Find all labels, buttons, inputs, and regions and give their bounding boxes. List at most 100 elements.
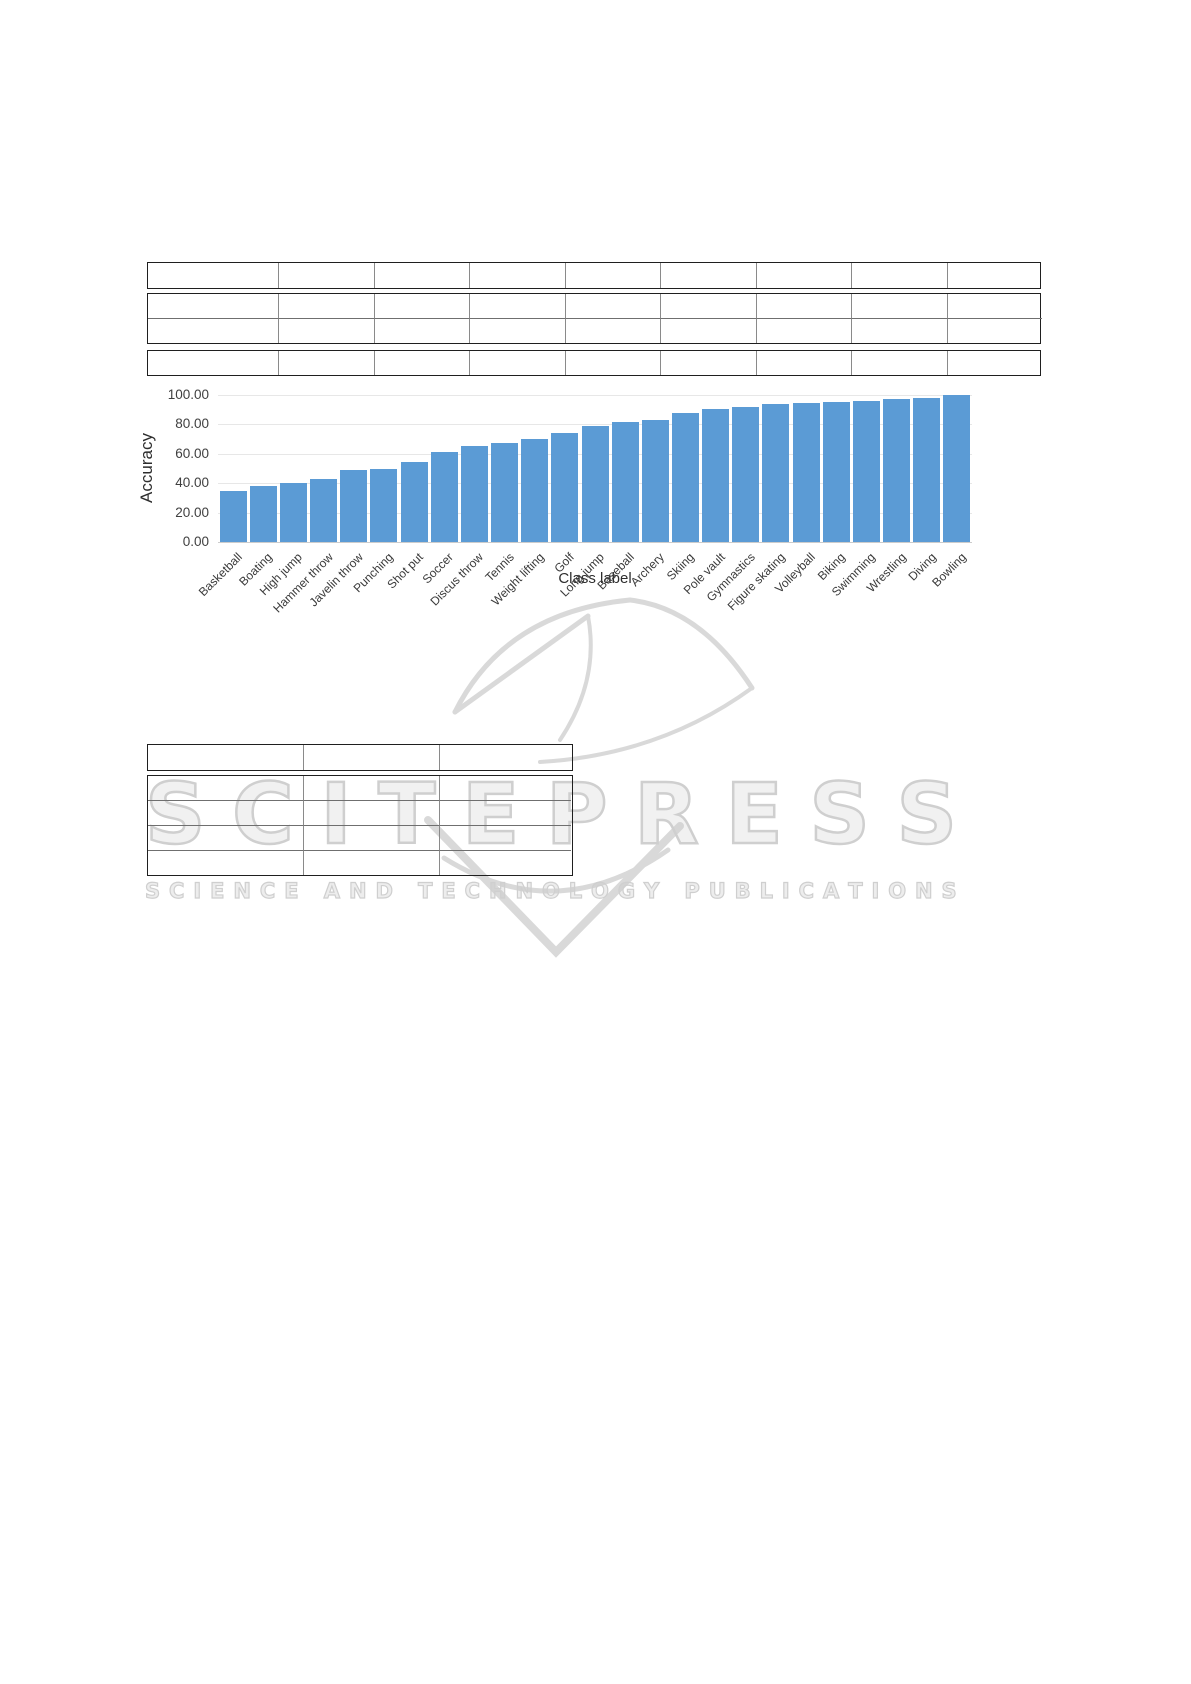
table-cell bbox=[373, 318, 469, 343]
table-cell bbox=[148, 825, 303, 850]
table-cell bbox=[564, 263, 661, 288]
table-cell bbox=[469, 318, 565, 343]
watermark-letter: D bbox=[375, 878, 394, 903]
watermark-letter: R bbox=[633, 765, 700, 863]
watermark-letter: E bbox=[724, 765, 784, 863]
table-cell bbox=[439, 800, 571, 825]
watermark-letter: H bbox=[488, 878, 507, 903]
bar bbox=[671, 413, 699, 542]
table-row bbox=[148, 318, 1042, 343]
y-tick-label: 20.00 bbox=[175, 504, 209, 520]
watermark-letter: I bbox=[781, 878, 790, 903]
watermark-letter: N bbox=[233, 878, 252, 903]
y-tick-label: 100.00 bbox=[167, 387, 209, 402]
watermark-letter: C bbox=[168, 878, 185, 903]
table-cell bbox=[148, 294, 278, 318]
table-cell bbox=[148, 318, 278, 343]
table-cell bbox=[755, 351, 852, 375]
table-cell bbox=[946, 263, 1043, 288]
watermark-letter: P bbox=[545, 765, 609, 863]
watermark-letter: S bbox=[808, 765, 871, 863]
watermark-letter: E bbox=[461, 765, 521, 863]
table-cell bbox=[755, 294, 852, 318]
watermark-letter: I bbox=[871, 878, 880, 903]
watermark-letter: C bbox=[259, 878, 276, 903]
watermark-letter: T bbox=[377, 765, 437, 863]
table-cell bbox=[373, 351, 470, 375]
y-axis-label: Accuracy bbox=[137, 433, 156, 503]
table-cell bbox=[148, 263, 278, 288]
table-cell bbox=[660, 294, 756, 318]
table-row bbox=[148, 800, 572, 825]
watermark-letter: C bbox=[798, 878, 815, 903]
table-cell bbox=[851, 351, 947, 375]
watermark-letter: C bbox=[464, 878, 481, 903]
watermark-letter: S bbox=[895, 765, 958, 863]
watermark-letter: E bbox=[284, 878, 300, 903]
watermark-letter: S bbox=[941, 878, 957, 903]
watermark-letter: L bbox=[759, 878, 774, 903]
bar bbox=[521, 439, 549, 542]
table-cell bbox=[303, 825, 439, 850]
bar bbox=[822, 402, 850, 542]
bar bbox=[551, 432, 579, 542]
bar bbox=[400, 462, 428, 542]
y-tick-label: 80.00 bbox=[175, 416, 209, 432]
table-cell bbox=[303, 850, 439, 875]
bar bbox=[581, 425, 609, 542]
bar bbox=[641, 420, 669, 542]
table-cell bbox=[946, 294, 1043, 318]
table-cell bbox=[303, 745, 439, 770]
bar bbox=[883, 398, 911, 542]
bar bbox=[340, 469, 368, 542]
table-cell bbox=[851, 263, 947, 288]
table-section bbox=[147, 262, 1041, 289]
table-row bbox=[148, 294, 1040, 318]
table-cell bbox=[439, 825, 571, 850]
gridline bbox=[218, 424, 972, 426]
watermark-letter: N bbox=[914, 878, 933, 903]
table-row bbox=[148, 850, 572, 875]
table-cell bbox=[946, 318, 1042, 343]
table-cell bbox=[469, 294, 565, 318]
watermark-letter: B bbox=[734, 878, 751, 903]
table-cell bbox=[278, 294, 374, 318]
table-cell bbox=[469, 263, 565, 288]
table-row bbox=[148, 745, 572, 770]
watermark-letter: O bbox=[541, 878, 560, 903]
gridline bbox=[218, 395, 972, 396]
results-table-bottom bbox=[147, 744, 573, 876]
watermark-letter bbox=[402, 879, 409, 903]
watermark-letter: Y bbox=[643, 878, 660, 903]
bar bbox=[279, 482, 307, 542]
bar bbox=[913, 397, 941, 542]
bar bbox=[491, 443, 519, 542]
y-tick-label: 0.00 bbox=[182, 534, 209, 549]
table-cell bbox=[278, 318, 374, 343]
bar bbox=[852, 401, 880, 542]
bar bbox=[460, 445, 488, 542]
watermark-letter: O bbox=[888, 878, 907, 903]
watermark-letter bbox=[308, 879, 315, 903]
watermark-letter: C bbox=[231, 765, 295, 863]
accuracy-bar-chart: Accuracy Class label 0.00 20.00 40.00 60.00… bbox=[137, 356, 982, 616]
table-cell bbox=[564, 318, 660, 343]
watermark-letter: G bbox=[617, 878, 636, 903]
table-cell bbox=[439, 745, 571, 770]
table-cell bbox=[303, 800, 439, 825]
watermark-letter: P bbox=[684, 878, 701, 903]
bar bbox=[792, 402, 820, 542]
table-cell bbox=[148, 800, 303, 825]
table-section bbox=[147, 293, 1042, 344]
watermark-letter: S bbox=[144, 765, 207, 863]
scitepress-swoosh-logo bbox=[424, 597, 755, 958]
table-cell bbox=[439, 776, 571, 800]
table-cell bbox=[373, 263, 470, 288]
table-cell bbox=[469, 351, 565, 375]
bar bbox=[430, 452, 458, 542]
watermark-letter bbox=[668, 879, 675, 903]
